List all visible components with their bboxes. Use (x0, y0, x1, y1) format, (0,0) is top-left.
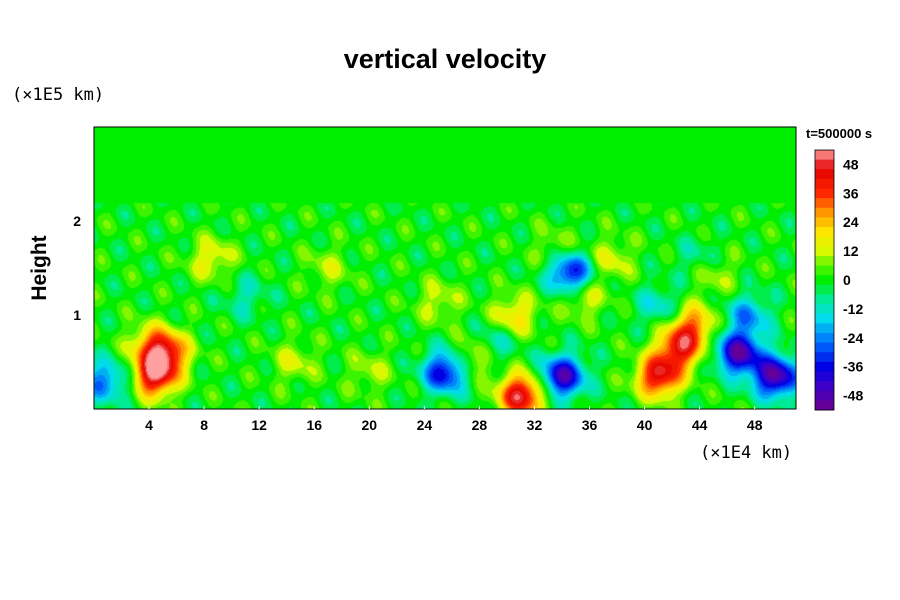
colorbar-segment (815, 381, 834, 392)
plot-frame (93, 126, 797, 410)
colorbar-frame (814, 149, 835, 411)
x-axis-unit: (×1E4 km) (700, 443, 793, 463)
colorbar-tick-label: 12 (843, 243, 859, 259)
colorbar-tick-label: -12 (843, 301, 863, 317)
colorbar-tick-label: -24 (843, 330, 863, 346)
x-tick-label: 44 (692, 417, 708, 433)
colorbar-segment (815, 255, 834, 267)
colorbar-segment (815, 246, 834, 257)
x-tick-label: 8 (200, 417, 208, 433)
x-tick-label: 32 (527, 417, 543, 433)
time-label: t=500000 s (806, 126, 873, 141)
colorbar-segment (815, 169, 834, 180)
x-tick-label: 12 (251, 417, 267, 433)
x-tick-label: 28 (472, 417, 488, 433)
colorbar-tick-label: -36 (843, 359, 863, 375)
x-tick-label: 36 (582, 417, 598, 433)
colorbar-segment (815, 294, 834, 305)
colorbar-segment (815, 400, 834, 411)
colorbar-segment (815, 361, 834, 372)
chart-title: vertical velocity (343, 44, 547, 74)
x-tick-label: 20 (362, 417, 378, 433)
colorbar-segment (815, 236, 834, 247)
colorbar-tick-label: -48 (843, 388, 863, 404)
x-tick-label: 16 (306, 417, 322, 433)
colorbar-segment (815, 352, 834, 363)
colorbar-segment (815, 313, 834, 324)
colorbar-segment (815, 178, 834, 190)
colorbar-segment (815, 342, 834, 353)
colorbar-segment (815, 227, 834, 238)
colorbar-segment (815, 275, 834, 286)
x-tick-label: 24 (417, 417, 433, 433)
colorbar-segment (815, 188, 834, 199)
colorbar-segment (815, 323, 834, 334)
y-tick-label: 2 (73, 213, 81, 229)
colorbar-segment (815, 284, 834, 295)
colorbar-tick-label: 48 (843, 156, 859, 172)
colorbar-segment (815, 265, 834, 276)
colorbar-segment (815, 217, 834, 228)
y-axis-unit: (×1E5 km) (12, 85, 105, 105)
y-tick-label: 1 (73, 307, 81, 323)
x-tick-label: 48 (747, 417, 763, 433)
heatmap-field (94, 127, 796, 409)
colorbar-segment (815, 150, 834, 161)
colorbar-segment (815, 198, 834, 209)
x-tick-label: 40 (637, 417, 653, 433)
x-tick-label: 4 (145, 417, 153, 433)
colorbar-tick-label: 36 (843, 185, 859, 201)
colorbar-segment (815, 304, 834, 315)
colorbar-segment (815, 207, 834, 218)
colorbar-tick-label: 0 (843, 272, 851, 288)
colorbar-segment (815, 371, 834, 382)
colorbar-segment (815, 390, 834, 401)
colorbar-tick-label: 24 (843, 214, 859, 230)
colorbar-segment (815, 159, 834, 170)
colorbar-segment (815, 332, 834, 344)
